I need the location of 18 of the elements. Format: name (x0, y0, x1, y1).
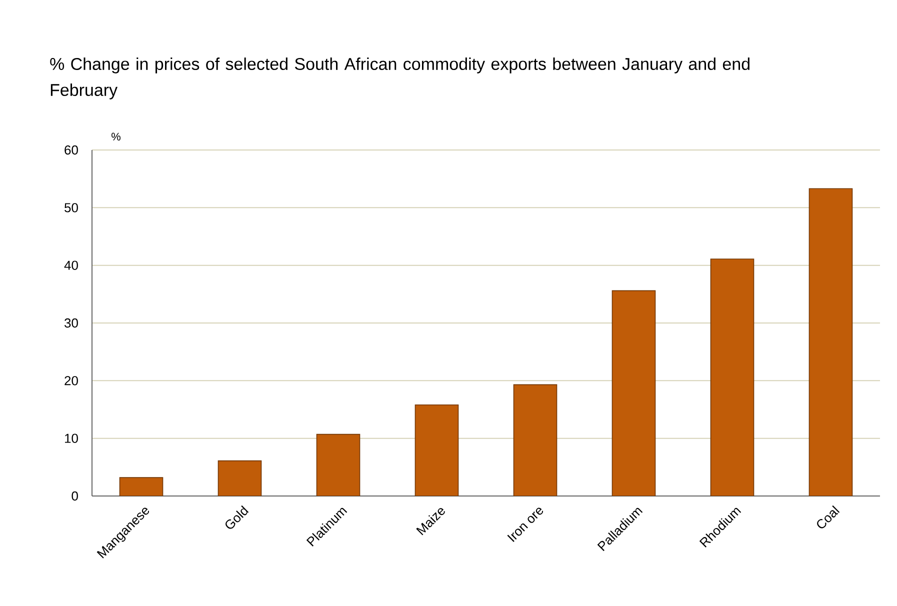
y-axis-title: % (112, 132, 120, 140)
y-tick-label: 0 (72, 491, 78, 501)
bar (119, 477, 164, 496)
bar (710, 258, 754, 496)
y-tick-label: 50 (64, 203, 78, 212)
x-tick-label: Iron ore (507, 508, 544, 542)
bar (808, 188, 853, 496)
bar (316, 434, 360, 496)
bar (612, 290, 656, 496)
y-tick-label: 10 (64, 434, 78, 443)
y-tick-label: 60 (64, 145, 78, 155)
y-tick-label: 40 (64, 260, 78, 270)
bar (513, 384, 558, 496)
chart-title: % Change in prices of selected South African commodity exports between January and end February (50, 58, 750, 100)
bar (218, 460, 262, 496)
y-tick-label: 30 (64, 318, 78, 328)
y-tick-label: 20 (64, 376, 78, 386)
bar (414, 404, 459, 496)
